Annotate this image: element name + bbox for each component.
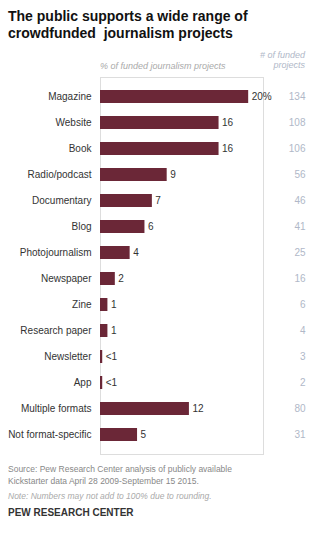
svg-text:31: 31 <box>294 429 306 440</box>
svg-text:7: 7 <box>155 195 161 206</box>
html-text:% of funded journalism project: % of funded journalism projects <box>100 61 226 72</box>
svg-text:Magazine: Magazine <box>48 91 92 102</box>
svg-text:Research paper: Research paper <box>20 325 92 336</box>
svg-text:5: 5 <box>141 429 147 440</box>
html-text:PEW RESEARCH CENTER: PEW RESEARCH CENTER <box>8 507 134 519</box>
svg-text:2: 2 <box>118 273 124 284</box>
svg-text:Zine: Zine <box>72 299 92 310</box>
svg-text:3: 3 <box>300 351 306 362</box>
svg-text:16: 16 <box>294 273 306 284</box>
html-text:Source: Pew Research Center an: Source: Pew Research Center analysis of … <box>8 464 232 486</box>
svg-text:9: 9 <box>170 169 176 180</box>
svg-text:Not format-specific: Not format-specific <box>8 429 91 440</box>
svg-text:6: 6 <box>300 299 306 310</box>
html-text:The public supports a wide ran: The public supports a wide range of crow… <box>8 8 248 41</box>
svg-text:134: 134 <box>289 91 306 102</box>
svg-text:12: 12 <box>192 403 204 414</box>
svg-text:App: App <box>74 377 92 388</box>
svg-text:106: 106 <box>289 143 306 154</box>
svg-text:Book: Book <box>69 143 93 154</box>
svg-text:1: 1 <box>111 299 117 310</box>
svg-text:56: 56 <box>294 169 306 180</box>
svg-text:Newspaper: Newspaper <box>41 273 92 284</box>
svg-text:20%: 20% <box>252 91 272 102</box>
html-text:Note: Numbers may not add to 1: Note: Numbers may not add to 100% due to… <box>8 491 212 502</box>
svg-text:25: 25 <box>294 247 306 258</box>
svg-text:41: 41 <box>294 221 306 232</box>
svg-text:4: 4 <box>300 325 306 336</box>
svg-text:Radio/podcast: Radio/podcast <box>28 169 92 180</box>
svg-text:Website: Website <box>56 117 92 128</box>
svg-text:Blog: Blog <box>71 221 91 232</box>
svg-text:80: 80 <box>294 403 306 414</box>
svg-text:Newsletter: Newsletter <box>44 351 92 362</box>
svg-text:1: 1 <box>111 325 117 336</box>
html-text:# of funded projects: # of funded projects <box>260 49 305 71</box>
svg-text:2: 2 <box>300 377 306 388</box>
svg-text:Photojournalism: Photojournalism <box>20 247 92 258</box>
svg-text:46: 46 <box>294 195 306 206</box>
svg-text:<1: <1 <box>106 377 118 388</box>
svg-text:4: 4 <box>133 247 139 258</box>
svg-text:108: 108 <box>289 117 306 128</box>
svg-text:Multiple formats: Multiple formats <box>21 403 92 414</box>
svg-text:16: 16 <box>222 117 234 128</box>
svg-text:<1: <1 <box>106 351 118 362</box>
svg-text:Documentary: Documentary <box>32 195 91 206</box>
svg-text:16: 16 <box>222 143 234 154</box>
svg-text:6: 6 <box>148 221 154 232</box>
